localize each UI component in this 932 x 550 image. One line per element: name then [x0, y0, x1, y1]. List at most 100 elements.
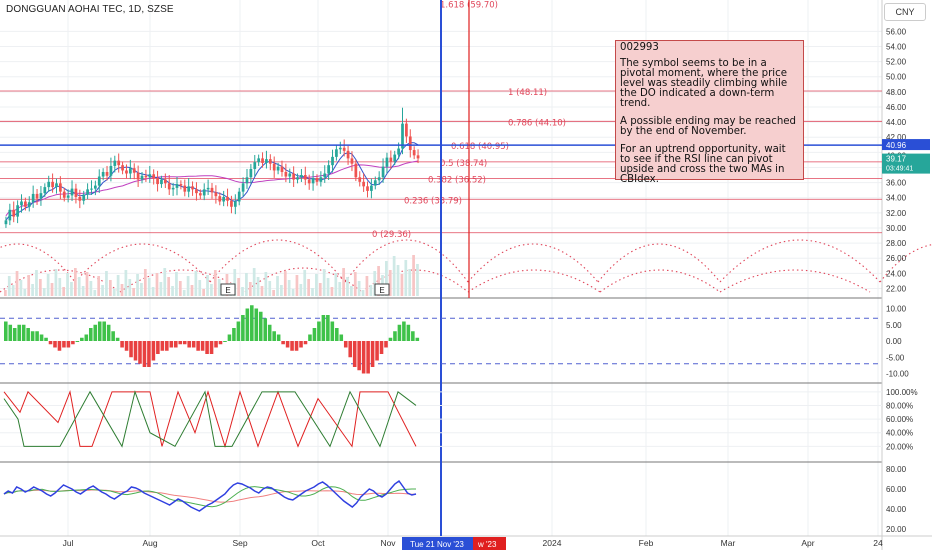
- note-paragraph-2: A possible ending may be reached by the …: [620, 116, 797, 137]
- volume-bar: [23, 289, 27, 296]
- volume-bar: [85, 272, 89, 296]
- last-price-tag: [882, 153, 930, 174]
- price-tick-label: 42.00: [886, 133, 907, 142]
- volume-bar: [268, 281, 272, 296]
- date-tag-label: w '23: [477, 540, 497, 549]
- price-tick-label: 50.00: [886, 73, 907, 82]
- volume-bar: [147, 278, 151, 296]
- volume-bar: [365, 276, 369, 296]
- x-tick-label: Aug: [142, 538, 157, 548]
- candle-body: [12, 209, 16, 217]
- candle-body: [377, 177, 381, 181]
- oscillator-bar: [366, 341, 370, 374]
- candle-body: [366, 186, 369, 191]
- price-tick-label: 34.00: [886, 194, 907, 203]
- oscillator-bar: [48, 341, 53, 345]
- candle-body: [101, 171, 105, 177]
- volume-bar: [248, 282, 252, 296]
- candle-body: [338, 147, 342, 150]
- candle-body: [62, 191, 66, 198]
- note-symbol: 002993: [620, 42, 659, 53]
- oscillator-bar: [357, 341, 361, 371]
- cycle-arc: [597, 243, 721, 283]
- candle-body: [156, 178, 159, 185]
- candle-body: [300, 175, 303, 178]
- price-tick-label: 30.00: [886, 224, 907, 233]
- earnings-marker-label: E: [379, 286, 384, 295]
- volume-bar: [206, 275, 209, 296]
- volume-bar: [412, 255, 415, 296]
- oscillator-bar: [227, 334, 232, 341]
- volume-bar: [408, 269, 412, 296]
- oscillator-bar: [66, 341, 71, 348]
- volume-bar: [233, 269, 237, 296]
- volume-bar: [194, 271, 198, 296]
- oscillator-bar: [111, 331, 115, 341]
- cycle-arc: [344, 239, 469, 283]
- candle-body: [257, 158, 261, 163]
- candle-body: [284, 171, 288, 177]
- oscillator-bar: [294, 341, 299, 351]
- candle-body: [70, 188, 74, 196]
- volume-bar: [252, 268, 256, 296]
- volume-bar: [155, 273, 159, 296]
- candle-body: [381, 166, 385, 178]
- price-tick-label: 54.00: [886, 42, 907, 51]
- oscillator-bar: [223, 341, 227, 342]
- oscillator-bar: [388, 337, 393, 341]
- oscillator-bar: [330, 321, 335, 341]
- volume-bar: [400, 274, 404, 296]
- oscillator-bar: [232, 328, 236, 341]
- volume-bar: [237, 278, 240, 296]
- candle-body: [408, 136, 412, 151]
- candle-body: [245, 177, 249, 184]
- oscillator-bar: [147, 341, 151, 367]
- volume-bar: [217, 279, 221, 296]
- oscillator-bar: [115, 337, 120, 341]
- volume-bar: [108, 280, 112, 296]
- oscillator-bar: [397, 324, 402, 341]
- date-tag: [473, 537, 506, 550]
- date-tag: [402, 537, 473, 550]
- oscillator-bar: [142, 341, 147, 367]
- oscillator-bar: [245, 308, 250, 341]
- x-tick-label: Jul: [63, 538, 74, 548]
- candle-body: [323, 173, 327, 178]
- oscillator-bar: [35, 331, 39, 341]
- candle-body: [206, 187, 210, 190]
- oscillator-bar: [285, 341, 290, 348]
- candle-body: [109, 165, 113, 176]
- stochastic-tick-label: 40.00%: [886, 429, 913, 438]
- price-tick-label: 36.00: [886, 179, 907, 188]
- cycle-arc: [719, 239, 881, 283]
- earnings-marker: [374, 283, 390, 296]
- volume-bar: [299, 284, 303, 296]
- oscillator-bar: [138, 341, 142, 364]
- volume-bar: [19, 280, 23, 296]
- fib-level-label: 1 (48.11): [508, 88, 547, 98]
- candle-body: [268, 159, 272, 164]
- oscillator-bar: [326, 315, 330, 341]
- volume-bar: [357, 281, 361, 296]
- candle-body: [4, 220, 8, 225]
- rsi-tick-label: 20.00: [886, 525, 907, 534]
- volume-bar: [105, 271, 108, 296]
- candle-body: [331, 156, 334, 166]
- volume-bar: [369, 285, 373, 296]
- volume-bar: [15, 271, 19, 296]
- candle-body: [195, 189, 198, 194]
- candle-body: [140, 175, 144, 180]
- rsi-tick-label: 80.00: [886, 465, 907, 474]
- oscillator-bar: [321, 315, 326, 341]
- price-tick-label: 28.00: [886, 239, 907, 248]
- oscillator-bar: [44, 337, 48, 341]
- oscillator-bar: [384, 341, 388, 348]
- candle-body: [405, 123, 408, 137]
- candle-body: [233, 201, 237, 207]
- price-tag-label: 40.96: [886, 141, 907, 150]
- candle-body: [303, 175, 307, 180]
- oscillator-bar: [156, 341, 160, 354]
- currency-button[interactable]: CNY: [884, 3, 926, 21]
- candle-body: [160, 179, 163, 185]
